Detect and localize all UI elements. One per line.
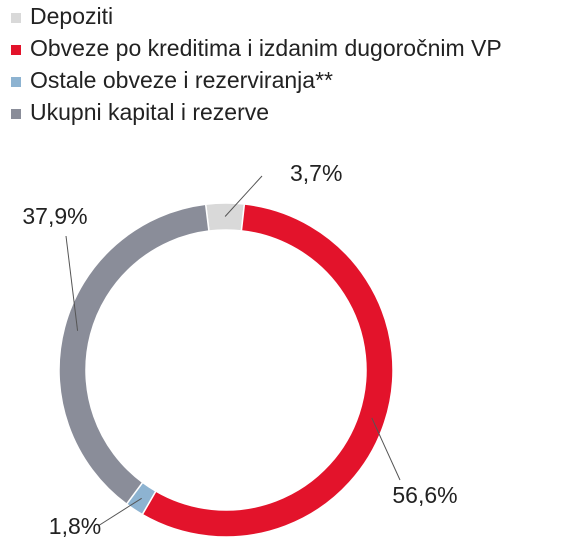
donut-segment xyxy=(204,202,246,232)
legend-swatch xyxy=(11,13,21,23)
legend-label: Obveze po kreditima i izdanim dugoročnim… xyxy=(30,35,502,61)
legend-label: Depoziti xyxy=(30,3,113,29)
data-label: 56,6% xyxy=(392,482,457,508)
leader-line xyxy=(224,175,263,217)
legend-swatch xyxy=(11,45,21,55)
legend-label: Ukupni kapital i rezerve xyxy=(30,99,269,125)
leader-line xyxy=(371,417,401,481)
leader-line xyxy=(97,497,142,527)
data-label: 3,7% xyxy=(290,160,342,186)
donut xyxy=(58,202,394,538)
leader-line xyxy=(65,235,79,331)
data-label: 1,8% xyxy=(49,513,101,539)
legend: Depoziti Obveze po kreditima i izdanim du… xyxy=(11,3,502,125)
legend-swatch xyxy=(11,109,21,119)
donut-segment xyxy=(141,203,394,538)
donut-segment xyxy=(58,203,210,506)
data-label: 37,9% xyxy=(22,203,87,229)
legend-swatch xyxy=(11,77,21,87)
data-labels: 3,7% 56,6% 1,8% 37,9% xyxy=(22,160,457,539)
legend-label: Ostale obveze i rezerviranja** xyxy=(30,67,333,93)
